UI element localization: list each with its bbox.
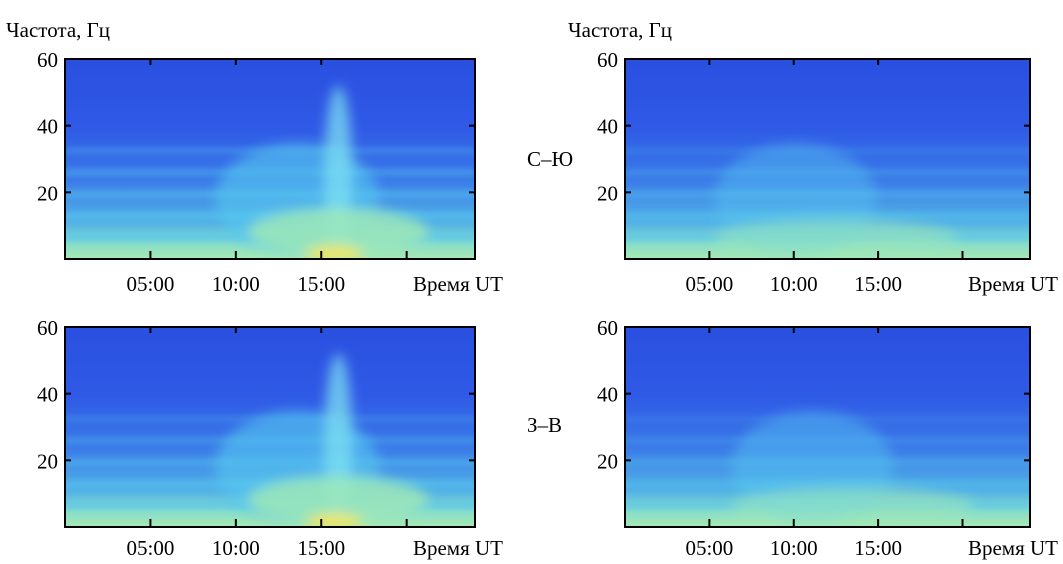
plot-frame [624,58,1031,260]
y-tick-label: 40 [37,115,58,139]
x-axis-title: Время UT [968,272,1058,296]
row-label-west-east: З–В [527,413,563,437]
spectrogram-image [65,59,475,259]
y-tick-label: 20 [597,449,618,473]
x-tick-label: 10:00 [212,272,260,296]
y-tick-label: 40 [597,115,618,139]
spectrogram-image [625,59,1030,259]
x-tick-label: 05:00 [685,272,733,296]
x-tick-label: 05:00 [685,536,733,560]
spectrogram-panel-bottom-left: 60 40 20 05:00 10:00 15:00 Время UT [37,316,503,560]
x-axis-title: Время UT [413,272,503,296]
y-tick-label: 20 [37,449,58,473]
y-tick-label: 20 [37,181,58,205]
low-frequency-enhancement [714,219,958,259]
low-frequency-enhancement [731,487,975,527]
x-tick-label: 10:00 [770,536,818,560]
x-tick-label: 10:00 [212,536,260,560]
x-axis-title: Время UT [968,536,1058,560]
x-axis-title: Время UT [413,536,503,560]
x-tick-label: 15:00 [297,536,345,560]
spectrogram-image [65,327,475,527]
x-tick-label: 10:00 [770,272,818,296]
plot-frame [624,326,1031,528]
panel-1-ylabel: Частота, Гц [6,18,111,42]
low-frequency-enhancement [248,476,429,525]
x-tick-label: 15:00 [297,272,345,296]
spectrogram-panel-top-right: 60 40 20 05:00 10:00 15:00 Время UT [597,48,1058,296]
y-tick-label: 60 [597,316,618,340]
x-tick-label: 15:00 [854,536,902,560]
panel-2-ylabel: Частота, Гц [568,18,673,42]
y-tick-label: 40 [37,383,58,407]
spectrogram-panel-bottom-right: 60 40 20 05:00 10:00 15:00 Время UT [597,316,1058,560]
y-tick-label: 40 [597,383,618,407]
row-label-north-south: С–Ю [527,147,574,171]
x-tick-label: 15:00 [854,272,902,296]
y-tick-label: 60 [597,48,618,72]
low-frequency-enhancement [248,208,429,257]
x-tick-label: 05:00 [126,272,174,296]
spectrogram-image [625,327,1030,527]
spectrogram-panel-top-left: 60 40 20 05:00 10:00 15:00 Время UT [37,48,503,296]
plot-frame [64,326,476,528]
plot-frame [64,58,476,260]
x-tick-label: 05:00 [126,536,174,560]
y-tick-label: 20 [597,181,618,205]
y-tick-label: 60 [37,48,58,72]
y-tick-label: 60 [37,316,58,340]
